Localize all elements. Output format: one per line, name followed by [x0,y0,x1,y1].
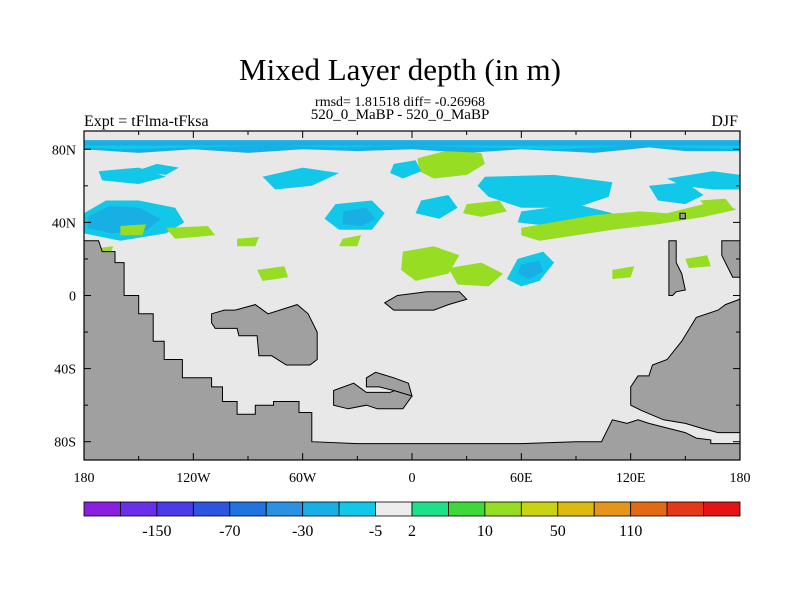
land-layer [84,212,740,460]
y-tick-label: 80N [52,143,76,158]
anomaly-region [84,145,740,150]
anomaly-region [699,198,733,212]
land-mass [679,212,686,220]
x-tick-label: 60W [289,471,317,486]
anomaly-region [417,151,485,179]
x-tick-label: 180 [730,471,751,486]
x-tick-label: 180 [74,471,95,486]
colorbar-label: 10 [477,523,493,540]
y-tick-label: 0 [69,290,76,305]
colorbar-swatch [192,501,231,517]
anomaly-region [612,266,635,279]
colorbar-swatch [411,501,449,517]
anomaly-region [84,140,740,153]
land-mass [721,240,740,278]
colorbar-swatch [302,501,340,517]
colorbar-label: 110 [619,523,642,540]
colorbar-label: -70 [219,523,240,540]
x-tick-label: 120W [176,471,211,486]
axis-ticks: 180 120W 60W 0 60E 120E 180 80N 40N 0 40S 80S [52,131,751,486]
anomaly-region [342,207,376,226]
anomaly-region [415,195,458,219]
colorbar-label: -5 [369,523,382,540]
colorbar-label: 2 [408,523,416,540]
anomaly-region [477,174,613,208]
anomaly-layer [84,140,740,287]
colorbar-swatch [120,501,158,517]
colorbar-swatch [703,501,741,517]
x-tick-label: 120E [616,471,646,486]
anomaly-region [521,200,737,241]
colorbar-swatch [630,501,668,517]
colorbar-label: 50 [550,523,566,540]
colorbar-swatch [666,501,704,517]
colorbar-swatch [520,501,559,517]
chart-title: Mixed Layer depth (in m) [239,52,561,87]
colorbar-swatch [83,501,121,517]
anomaly-region [262,167,340,190]
season-label: DJF [711,113,738,130]
anomaly-region [463,200,507,217]
colorbar-swatch [375,501,413,517]
anomaly-region [120,224,146,236]
anomaly-region [257,266,289,281]
land-mass [668,240,686,296]
anomaly-region [648,182,704,205]
land-mass [365,371,413,397]
land-mass [84,240,740,460]
anomaly-region [166,226,216,239]
anomaly-region [517,260,544,279]
experiment-label: Expt = tFlma-tFksa [84,113,209,130]
colorbar-swatch [338,501,376,517]
colorbar-label: -30 [292,523,313,540]
land-mass [630,298,740,434]
anomaly-region [667,171,740,190]
colorbar: -150 -70 -30 -5 2 10 50 110 [83,501,741,540]
land-mass [383,291,468,311]
land-mass [211,304,318,366]
y-tick-label: 80S [54,436,76,451]
anomaly-region [135,163,179,175]
y-tick-label: 40S [54,363,76,378]
colorbar-swatch [484,501,522,517]
colorbar-swatch [265,501,304,517]
colorbar-swatch [593,501,632,517]
anomaly-region [448,262,504,287]
x-tick-label: 0 [409,471,416,486]
anomaly-region [390,160,422,179]
colorbar-swatch [557,501,595,517]
colorbar-swatch [229,501,267,517]
case-label: 520_0_MaBP - 520_0_MaBP [310,107,490,123]
land-mass [333,382,413,410]
colorbar-swatch [448,501,486,517]
x-tick-label: 60E [510,471,533,486]
anomaly-region [685,255,711,269]
anomaly-region [339,235,361,247]
colorbar-swatch [156,501,194,517]
colorbar-label: -150 [142,523,171,540]
y-tick-label: 40N [52,216,76,231]
anomaly-region [401,246,460,281]
anomaly-region [237,237,259,247]
chart-subtitle: rmsd= 1.81518 diff= -0.26968 [315,95,485,110]
